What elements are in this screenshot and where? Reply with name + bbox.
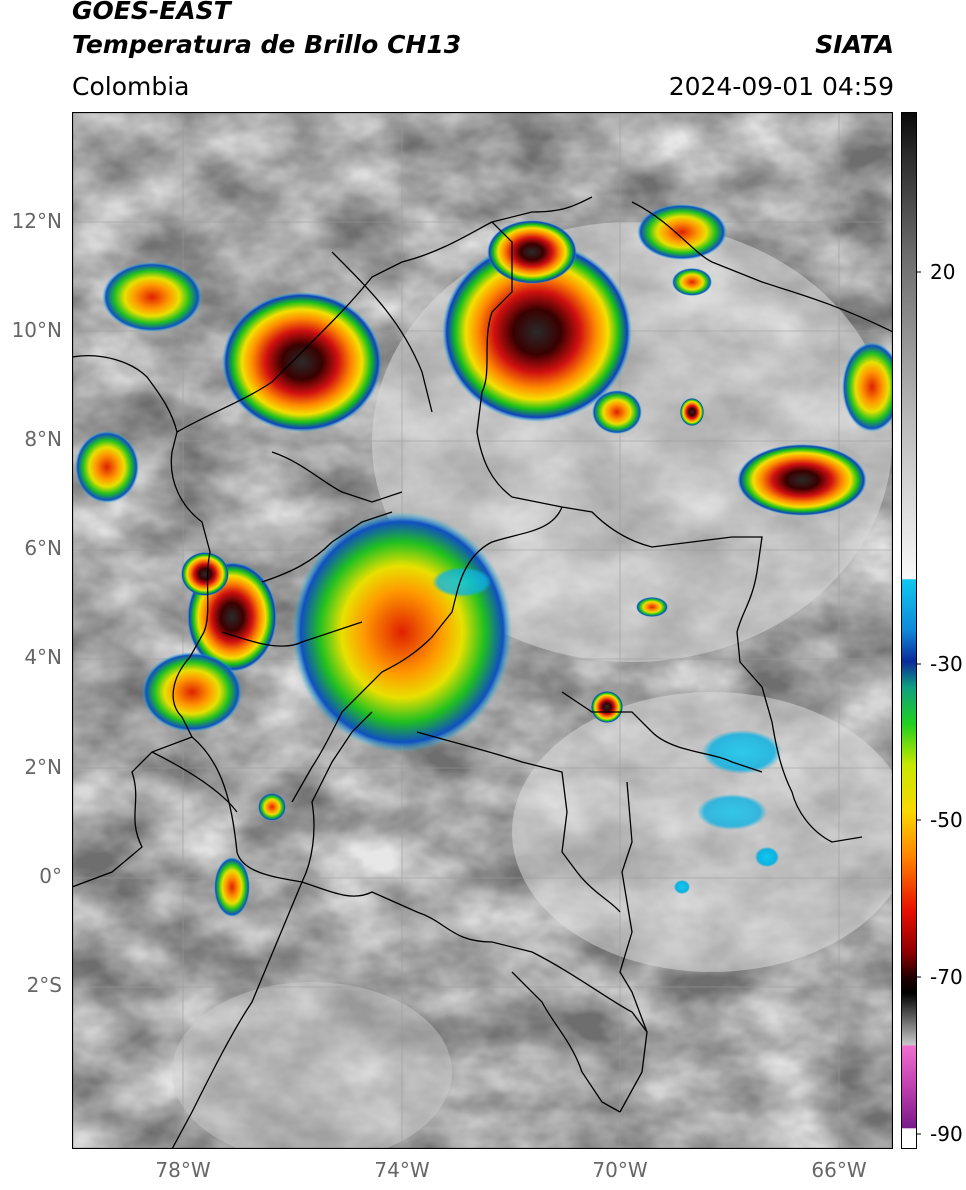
region-label: Colombia (72, 72, 190, 101)
country-borders (72, 196, 893, 1149)
lat-label: 6°N (24, 536, 62, 560)
lat-label: 0° (39, 864, 62, 888)
lat-label: 2°S (26, 973, 62, 997)
colorbar-tick: -70 (930, 965, 963, 989)
temperature-colorbar (901, 112, 921, 1149)
convective-cells (75, 204, 893, 917)
colorbar-tick: -90 (930, 1122, 963, 1146)
lon-label: 78°W (155, 1158, 211, 1182)
colorbar-tick: 20 (930, 260, 956, 284)
product-title: Temperatura de Brillo CH13 (72, 30, 462, 59)
lon-label: 66°W (811, 1158, 867, 1182)
lat-label: 12°N (11, 209, 62, 233)
timestamp-label: 2024-09-01 04:59 (668, 72, 894, 101)
colorbar-tick: -50 (930, 808, 963, 832)
organization-label: SIATA (815, 30, 894, 59)
lat-label: 4°N (24, 645, 62, 669)
lat-label: 8°N (24, 427, 62, 451)
lon-label: 70°W (592, 1158, 648, 1182)
colorbar-tick: -30 (930, 652, 963, 676)
lat-label: 10°N (11, 318, 62, 342)
lon-label: 74°W (374, 1158, 430, 1182)
satellite-title: GOES-EAST (72, 0, 231, 25)
lat-label: 2°N (24, 755, 62, 779)
satellite-map[interactable] (72, 112, 893, 1149)
